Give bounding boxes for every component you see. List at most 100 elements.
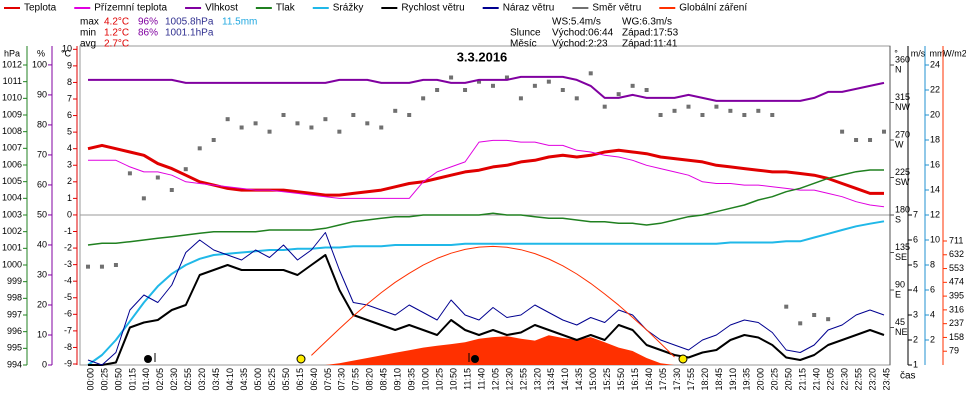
direction-point [141,196,146,201]
stat: WS:5.4m/s [552,17,601,28]
y-tick-label: 395 [949,290,964,300]
direction-point [253,121,258,126]
direction-point [686,104,691,109]
compass-label: W [895,139,904,149]
y-tick-label: 999 [7,276,22,286]
legend-label: Teplota [24,3,57,14]
direction-point [393,108,398,113]
stat-label: max [80,17,99,28]
direction-point [546,79,551,84]
x-tick-label: 21:15 [798,368,808,391]
compass-label: SW [895,177,910,187]
direction-point [127,171,132,176]
compass-label: E [895,289,901,299]
x-tick-label: 20:25 [770,368,780,391]
axis-title: % [37,48,45,58]
y-tick-label: 1 [913,359,918,369]
x-tick-label: 08:20 [365,368,375,391]
direction-point [155,175,160,180]
y-tick-label: 998 [7,293,22,303]
direction-point [323,117,328,122]
direction-point [225,117,230,122]
x-tick-label: 00:50 [113,368,123,391]
y-tick-label: 10 [37,329,47,339]
stat: 2.7°C [104,39,129,50]
direction-point [337,129,342,134]
direction-point [616,92,621,97]
y-tick-label: -3 [64,259,72,269]
y-tick-label: 995 [7,343,22,353]
x-tick-label: 11:15 [462,368,472,390]
direction-point [309,125,314,130]
direction-point [770,113,775,117]
y-tick-label: 270 [895,129,910,139]
direction-point [756,108,761,113]
moon-set [471,355,479,363]
y-tick-label: -4 [64,276,72,286]
direction-point [421,96,426,101]
y-tick-label: 90 [895,279,905,289]
astro-markers [144,353,688,364]
x-tick-label: 07:05 [323,368,333,391]
stat: 4.2°C [104,17,129,28]
y-tick-label: 3 [913,309,918,319]
x-tick-label: 23:20 [867,368,877,391]
y-tick-label: 18 [930,134,940,144]
direction-point [658,113,663,117]
y-tick-label: 7 [913,209,918,219]
y-tick-label: 24 [930,59,940,69]
direction-point [169,188,174,192]
moon-rise [144,355,152,363]
direction-point [239,125,244,130]
y-tick-label: 1003 [2,209,22,219]
x-tick-label: 15:50 [616,368,626,391]
x-tick-label: 20:00 [756,368,766,391]
axis-title: W/m2 [943,48,966,58]
y-tick-label: 1004 [2,193,22,203]
direction-point [477,79,482,84]
stat: 1005.8hPa [165,17,214,28]
y-tick-label: 5 [913,259,918,269]
stat-label: Slunce [510,28,541,39]
x-tick-label: 17:55 [686,368,696,391]
y-tick-label: 180 [895,204,910,214]
direction-point [183,167,188,172]
y-tick-label: 100 [32,59,47,69]
direction-point [407,113,412,117]
direction-point [742,113,747,117]
stat: 11.5mm [222,17,257,28]
direction-point [812,313,817,317]
x-tick-label: 14:35 [574,368,584,391]
x-tick-label: 11:40 [476,368,486,390]
series-area [88,335,884,365]
direction-point [798,321,803,326]
y-tick-label: 80 [37,119,47,129]
direction-point [728,108,733,113]
direction-point [826,317,831,322]
y-tick-label: 8 [930,259,935,269]
compass-label: N [895,64,902,74]
y-tick-label: 7 [67,93,72,103]
x-tick-label: 19:35 [742,368,752,391]
x-tick-label: 01:15 [127,368,137,391]
series-line [87,143,884,197]
x-tick-label: 10:00 [421,368,431,391]
axis-title: °C [61,48,72,58]
direction-point [644,88,649,92]
x-tick-label: 00:00 [85,368,95,391]
y-tick-label: 3 [67,160,72,170]
legend-label: Tlak [276,3,296,14]
axis-title: hPa [4,48,20,58]
compass-label: NE [895,327,908,337]
direction-point [560,88,565,92]
direction-point [86,264,90,269]
legend-label: Globální záření [679,3,747,14]
y-tick-label: -8 [64,342,72,352]
compass-label: S [895,214,901,224]
axis-title: ° [894,48,898,58]
y-tick-label: 4 [67,143,72,153]
y-tick-label: 22 [930,84,940,94]
y-tick-label: 1006 [2,159,22,169]
x-tick-label: 13:20 [532,368,542,391]
